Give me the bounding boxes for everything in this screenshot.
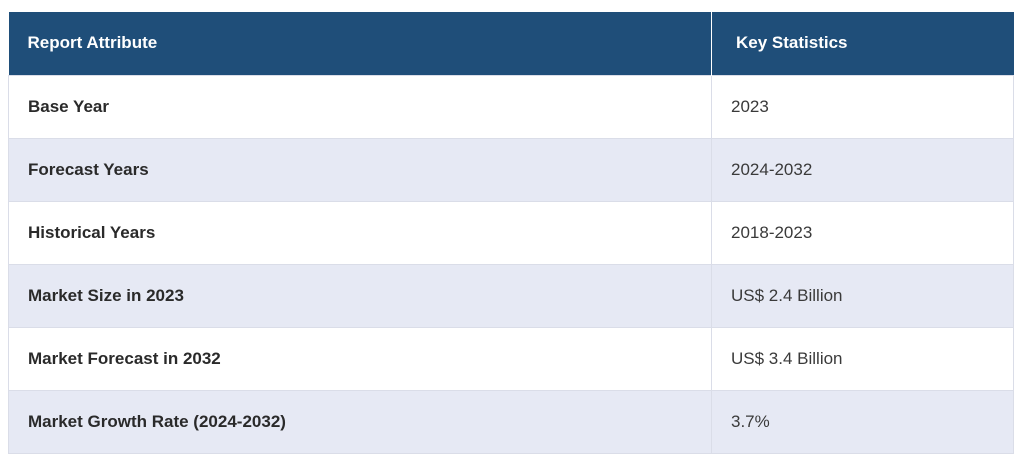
- header-key-statistics: Key Statistics: [736, 33, 848, 53]
- row-attribute: Market Forecast in 2032: [8, 326, 712, 391]
- table-row: Market Growth Rate (2024-2032) 3.7%: [8, 389, 1014, 454]
- header-report-attribute: Report Attribute: [8, 12, 712, 75]
- row-attribute: Forecast Years: [8, 137, 712, 202]
- statistics-table-container: Report Attribute Key Statistics Base Yea…: [8, 12, 1014, 454]
- table-row: Forecast Years 2024-2032: [8, 137, 1014, 202]
- table-body: Base Year 2023 Forecast Years 2024-2032 …: [8, 74, 1014, 454]
- table-row: Historical Years 2018-2023: [8, 200, 1014, 265]
- row-value: 3.7%: [711, 389, 1014, 454]
- row-attribute: Market Growth Rate (2024-2032): [8, 389, 712, 454]
- row-attribute: Historical Years: [8, 200, 712, 265]
- row-value: US$ 3.4 Billion: [711, 326, 1014, 391]
- table-header: Report Attribute Key Statistics: [8, 12, 1014, 75]
- table-row: Market Size in 2023 US$ 2.4 Billion: [8, 263, 1014, 328]
- row-value: 2024-2032: [711, 137, 1014, 202]
- row-value: 2023: [711, 74, 1014, 139]
- row-attribute: Base Year: [8, 74, 712, 139]
- table-header-row: Report Attribute Key Statistics: [8, 12, 1014, 75]
- table-row: Base Year 2023: [8, 74, 1014, 139]
- report-statistics-table: Report Attribute Key Statistics Base Yea…: [8, 12, 1014, 454]
- table-row: Market Forecast in 2032 US$ 3.4 Billion: [8, 326, 1014, 391]
- row-value: 2018-2023: [711, 200, 1014, 265]
- row-value: US$ 2.4 Billion: [711, 263, 1014, 328]
- row-attribute: Market Size in 2023: [8, 263, 712, 328]
